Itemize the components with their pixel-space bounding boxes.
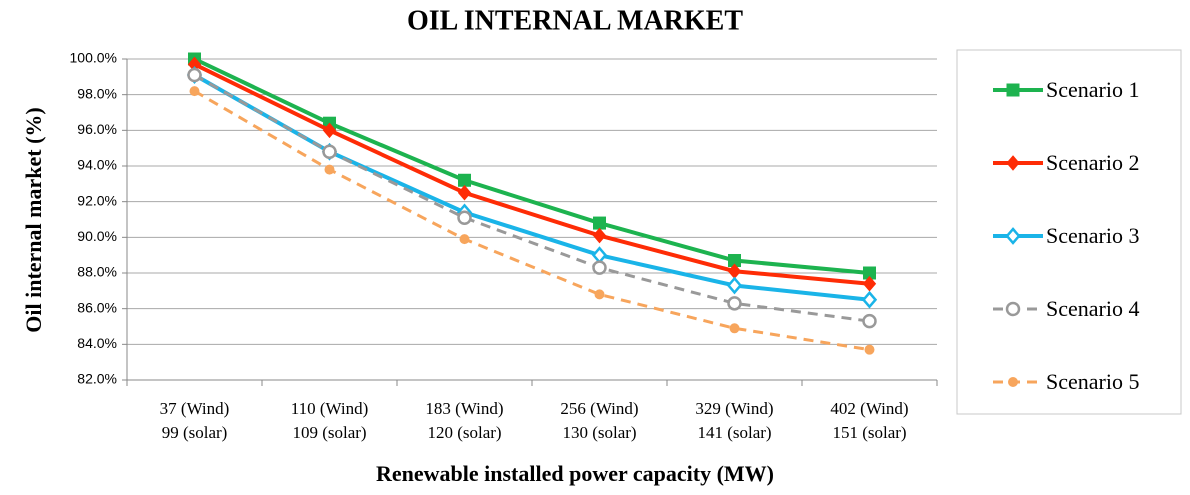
marker [324,164,335,175]
x-tick-label: 329 (Wind) [695,399,773,418]
marker [594,289,605,300]
y-tick-label: 96.0% [77,121,117,137]
marker [322,122,337,139]
series-line [193,73,870,302]
marker [862,313,877,329]
legend-box [956,49,1182,415]
y-tick-label: 98.0% [77,85,117,101]
x-tick-label: 110 (Wind) [291,399,369,418]
x-tick-label: 183 (Wind) [425,399,503,418]
marker [861,290,878,309]
y-tick-label: 94.0% [77,157,117,173]
marker [457,210,472,225]
marker [726,276,743,295]
legend-label: Scenario 2 [1046,150,1139,175]
marker [1006,83,1020,97]
marker [459,234,470,245]
series-line [193,73,870,323]
marker [729,323,740,334]
marker [1005,301,1021,317]
marker [1008,377,1018,387]
x-tick-label: 256 (Wind) [560,399,638,418]
marker [1005,227,1021,245]
y-tick-label: 100.0% [70,50,117,66]
x-tick-label: 99 (solar) [162,423,228,442]
marker [591,246,608,265]
x-tick-label: 130 (solar) [562,423,636,442]
legend-label: Scenario 1 [1046,77,1139,102]
x-tick-label: 151 (solar) [832,423,906,442]
series-line [193,57,870,275]
x-tick-label: 37 (Wind) [160,399,230,418]
series-line [193,89,870,352]
y-axis-label: Oil internal market (%) [21,107,46,332]
x-tick-label: 402 (Wind) [830,399,908,418]
legend-label: Scenario 5 [1046,369,1139,394]
marker [457,184,472,201]
y-tick-label: 82.0% [77,371,117,387]
marker [593,216,606,230]
chart-title: OIL INTERNAL MARKET [407,5,743,36]
y-tick-label: 88.0% [77,264,117,280]
marker [727,296,742,311]
marker [592,260,607,275]
y-tick-label: 86.0% [77,299,117,315]
y-tick-label: 92.0% [77,192,117,208]
x-tick-label: 120 (solar) [427,423,501,442]
marker [862,275,877,292]
marker [189,86,200,97]
y-tick-label: 90.0% [77,228,117,244]
y-tick-label: 84.0% [77,335,117,351]
marker [322,144,337,159]
legend-label: Scenario 3 [1046,223,1139,248]
x-tick-label: 141 (solar) [697,423,771,442]
marker [187,67,202,83]
marker [592,227,607,244]
marker [1006,155,1020,171]
legend-label: Scenario 4 [1046,296,1139,321]
marker [864,344,875,355]
x-axis-label: Renewable installed power capacity (MW) [376,461,774,486]
marker [458,173,471,187]
series-line [193,62,870,286]
x-tick-label: 109 (solar) [292,423,366,442]
